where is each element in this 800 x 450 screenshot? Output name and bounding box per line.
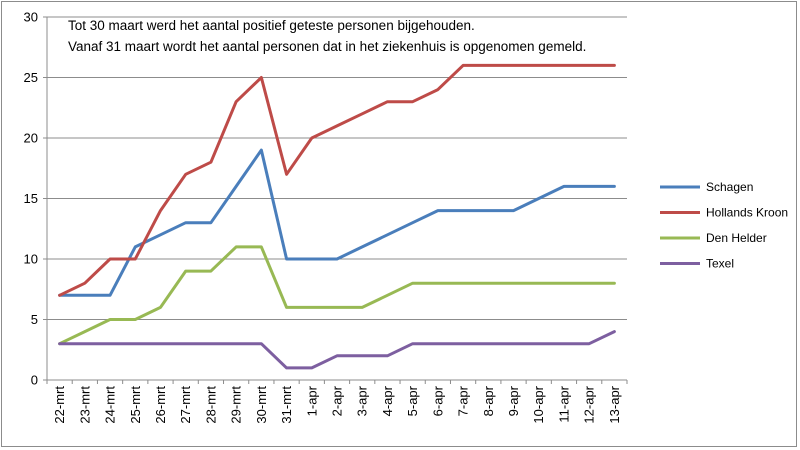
x-tick-label: 3-apr: [355, 385, 370, 416]
x-tick-label: 25-mrt: [128, 386, 143, 424]
x-tick-label: 28-mrt: [203, 386, 218, 424]
x-tick-label: 26-mrt: [153, 386, 168, 424]
annotation-line-1: Tot 30 maart werd het aantal positief ge…: [68, 18, 475, 33]
gridlines: [47, 16, 627, 320]
x-tick-label: 23-mrt: [77, 386, 92, 424]
x-tick-label: 13-apr: [607, 385, 622, 423]
y-tick-label: 25: [24, 70, 38, 85]
legend-label: Texel: [706, 257, 734, 271]
x-tick-label: 8-apr: [481, 385, 496, 416]
series-lines: [58, 63, 616, 370]
x-tick-label: 24-mrt: [103, 386, 118, 424]
x-tick-label: 29-mrt: [229, 386, 244, 424]
y-tick-label: 5: [31, 312, 38, 327]
annotation-line-2: Vanaf 31 maart wordt het aantal personen…: [68, 39, 586, 54]
x-tick-label: 2-apr: [330, 385, 345, 416]
x-tick-label: 11-apr: [556, 385, 571, 422]
y-tick-label: 0: [31, 373, 38, 388]
x-tick-label: 1-apr: [304, 385, 319, 416]
x-tick-label: 6-apr: [430, 385, 445, 416]
x-tick-label: 7-apr: [456, 385, 471, 416]
x-tick-label: 12-apr: [582, 385, 597, 423]
x-tick-label: 5-apr: [405, 385, 420, 416]
y-tick-label: 20: [24, 131, 38, 146]
y-axis-ticks: 0 5 10 15 20 25 30: [24, 10, 47, 388]
series-line-schagen: [58, 148, 616, 297]
x-tick-label: 27-mrt: [178, 386, 193, 424]
legend-label: Schagen: [706, 180, 753, 194]
x-tick-label: 9-apr: [506, 385, 521, 416]
x-tick-label: 22-mrt: [52, 386, 67, 424]
x-tick-label: 4-apr: [380, 385, 395, 416]
y-tick-label: 10: [24, 252, 38, 267]
series-line-hollands-kroon: [58, 63, 616, 297]
x-tick-label: 10-apr: [531, 385, 546, 423]
series-line-texel: [58, 330, 616, 370]
y-tick-label: 15: [24, 191, 38, 206]
x-axis-ticks: 22-mrt 23-mrt 24-mrt 25-mrt 26-mrt 27-mrt 28-m…: [46, 380, 628, 424]
legend-label: Den Helder: [706, 231, 767, 245]
series-line-den-helder: [58, 245, 616, 346]
legend: Schagen Hollands Kroon Den Helder Texel: [660, 180, 788, 271]
legend-label: Hollands Kroon: [706, 206, 788, 220]
y-tick-label: 30: [24, 10, 38, 25]
x-tick-label: 31-mrt: [279, 386, 294, 424]
x-tick-label: 30-mrt: [254, 386, 269, 424]
